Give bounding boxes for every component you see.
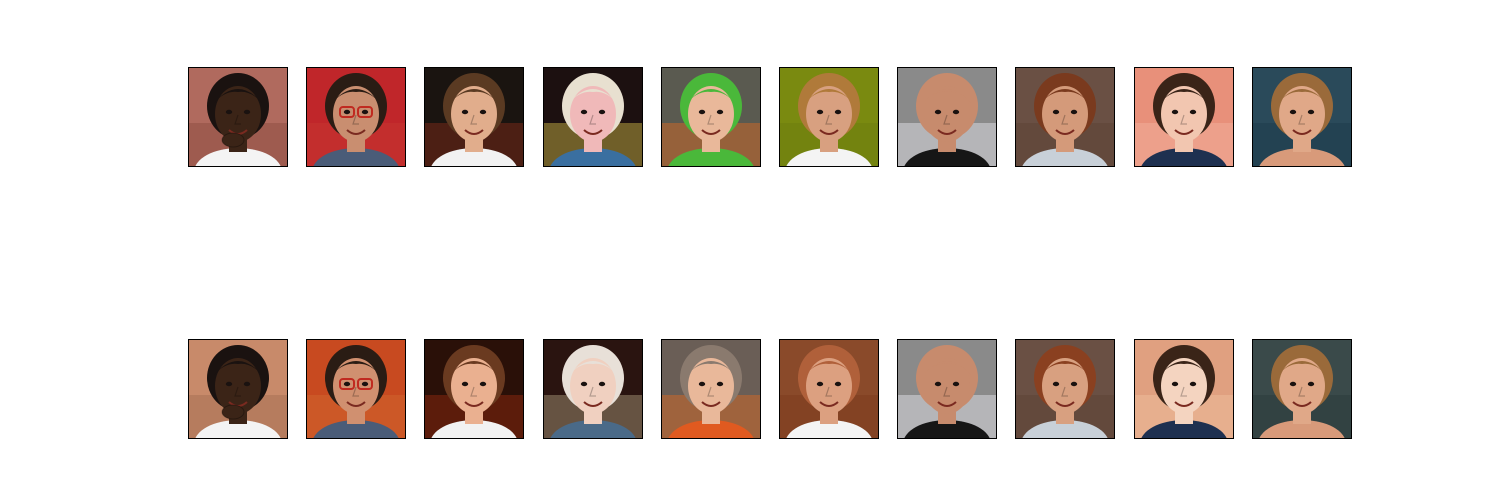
face-tile: [779, 67, 879, 167]
smiling-boy-icon: [425, 340, 523, 438]
face-tile: [1252, 67, 1352, 167]
face-tile: [306, 67, 406, 167]
face-tile: [779, 339, 879, 439]
woman-scarf-icon: [1016, 340, 1114, 438]
woman-scarf-icon: [1016, 68, 1114, 166]
squinting-child-icon: [1253, 340, 1351, 438]
smiling-woman-icon: [780, 340, 878, 438]
smiling-woman-icon: [780, 68, 878, 166]
child-green-hat-icon: [662, 68, 760, 166]
face-tile: [188, 339, 288, 439]
child-face-icon: [189, 340, 287, 438]
boy-with-glasses-icon: [307, 340, 405, 438]
winking-woman-icon: [1135, 68, 1233, 166]
face-tile: [897, 339, 997, 439]
face-tile: [661, 339, 761, 439]
face-tile: [1015, 67, 1115, 167]
bald-man-icon: [898, 340, 996, 438]
boy-with-glasses-icon: [307, 68, 405, 166]
face-tile: [424, 339, 524, 439]
bald-man-icon: [898, 68, 996, 166]
blond-person-icon: [544, 68, 642, 166]
face-tile: [1134, 339, 1234, 439]
face-tile: [897, 67, 997, 167]
face-tile: [1134, 67, 1234, 167]
face-tile: [1252, 339, 1352, 439]
face-tile: [306, 339, 406, 439]
face-tile: [661, 67, 761, 167]
child-green-hat-icon: [662, 340, 760, 438]
blond-person-icon: [544, 340, 642, 438]
face-tile: [424, 67, 524, 167]
face-tile: [543, 339, 643, 439]
smiling-boy-icon: [425, 68, 523, 166]
face-tile: [1015, 339, 1115, 439]
face-tile: [543, 67, 643, 167]
winking-woman-icon: [1135, 340, 1233, 438]
child-face-icon: [189, 68, 287, 166]
squinting-child-icon: [1253, 68, 1351, 166]
face-tile: [188, 67, 288, 167]
